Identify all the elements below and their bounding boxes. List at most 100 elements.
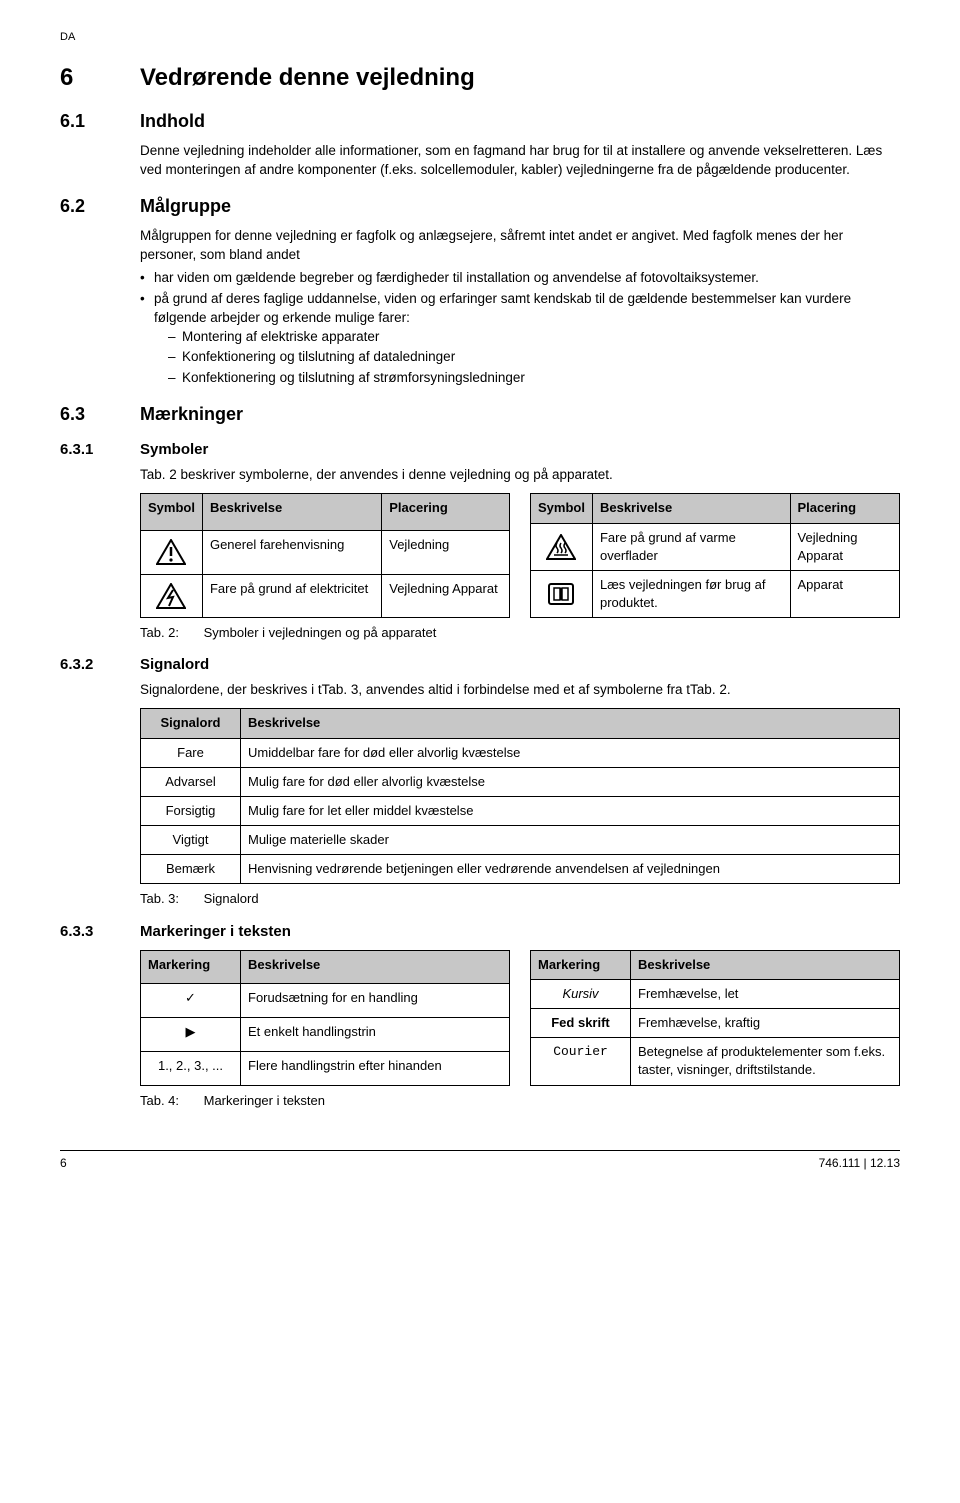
caption-label: Tab. 2:	[140, 624, 200, 642]
table-cell: 1., 2., 3., ...	[141, 1051, 241, 1085]
table-cell: Umiddelbar fare for død eller alvorlig k…	[241, 738, 900, 767]
list-item-text: på grund af deres faglige uddannelse, vi…	[154, 291, 851, 325]
paragraph: Denne vejledning indeholder alle informa…	[140, 142, 900, 180]
language-label: DA	[60, 30, 900, 45]
section-61-body: Denne vejledning indeholder alle informa…	[140, 142, 900, 180]
table-cell: Vejledning Apparat	[790, 523, 899, 570]
table-cell: Apparat	[790, 570, 899, 617]
table-cell: Mulig fare for død eller alvorlig kvæste…	[241, 767, 900, 796]
heading-633-text: Markeringer i teksten	[140, 921, 291, 942]
th-symbol: Symbol	[531, 494, 593, 523]
table-caption: Tab. 4: Markeringer i teksten	[140, 1092, 900, 1110]
read-manual-icon	[531, 570, 593, 617]
table-cell: Fare	[141, 738, 241, 767]
warning-triangle-icon	[141, 530, 203, 574]
table-cell: Vigtigt	[141, 826, 241, 855]
markering-table-right: Markering Beskrivelse KursivFremhævelse,…	[530, 950, 900, 1086]
bullet-list: har viden om gældende begreber og færdig…	[140, 269, 900, 388]
table-cell: Henvisning vedrørende betjeningen eller …	[241, 855, 900, 884]
heading-1-text: Vedrørende denne vejledning	[140, 61, 475, 95]
table-cell: Mulig fare for let eller middel kvæstels…	[241, 796, 900, 825]
table-cell: Et enkelt handlingstrin	[241, 1018, 510, 1052]
table-cell: ▶	[141, 1018, 241, 1052]
th-desc: Beskrivelse	[202, 494, 381, 530]
paragraph: Tab. 2 beskriver symbolerne, der anvende…	[140, 466, 900, 485]
heading-61-text: Indhold	[140, 109, 205, 134]
table-cell: Courier	[531, 1038, 631, 1085]
signalord-table: Signalord Beskrivelse FareUmiddelbar far…	[140, 708, 900, 884]
heading-633-number: 6.3.3	[60, 921, 140, 942]
table-cell: Kursiv	[531, 979, 631, 1008]
table-cell: Fare på grund af elektricitet	[202, 574, 381, 618]
th-place: Placering	[790, 494, 899, 523]
th-desc: Beskrivelse	[631, 950, 900, 979]
table-cell: Forsigtig	[141, 796, 241, 825]
heading-1-number: 6	[60, 61, 140, 95]
section-62-body: Målgruppen for denne vejledning er fagfo…	[140, 227, 900, 388]
heading-62: 6.2 Målgruppe	[60, 194, 900, 219]
th-place: Placering	[382, 494, 510, 530]
list-item: Konfektionering og tilslutning af strømf…	[168, 369, 900, 388]
heading-632-number: 6.3.2	[60, 654, 140, 675]
table-cell: Fremhævelse, kraftig	[631, 1009, 900, 1038]
markering-table-left: Markering Beskrivelse ✓Forudsætning for …	[140, 950, 510, 1086]
th-desc: Beskrivelse	[241, 709, 900, 738]
table-cell: Forudsætning for en handling	[241, 984, 510, 1018]
table-cell: Betegnelse af produktelementer som f.eks…	[631, 1038, 900, 1085]
table-cell: Vejledning	[382, 530, 510, 574]
table-cell: Vejledning Apparat	[382, 574, 510, 618]
list-item: har viden om gældende begreber og færdig…	[140, 269, 900, 288]
th-symbol: Symbol	[141, 494, 203, 530]
symbol-table-right: Symbol Beskrivelse Placering Fare på gru…	[530, 493, 900, 618]
heading-62-number: 6.2	[60, 194, 140, 219]
caption-text: Markeringer i teksten	[204, 1093, 325, 1108]
th-desc: Beskrivelse	[241, 950, 510, 984]
heading-62-text: Målgruppe	[140, 194, 231, 219]
th-markering: Markering	[141, 950, 241, 984]
heading-1: 6 Vedrørende denne vejledning	[60, 61, 900, 95]
table-caption: Tab. 3: Signalord	[140, 890, 900, 908]
doc-reference: 746.111 | 12.13	[819, 1155, 900, 1172]
table-cell: Fed skrift	[531, 1009, 631, 1038]
th-markering: Markering	[531, 950, 631, 979]
heading-631: 6.3.1 Symboler	[60, 439, 900, 460]
heading-61-number: 6.1	[60, 109, 140, 134]
heading-63: 6.3 Mærkninger	[60, 402, 900, 427]
th-desc: Beskrivelse	[592, 494, 790, 523]
symbol-table-left: Symbol Beskrivelse Placering Generel far…	[140, 493, 510, 618]
electric-hazard-icon	[141, 574, 203, 618]
hot-surface-icon	[531, 523, 593, 570]
table-caption: Tab. 2: Symboler i vejledningen og på ap…	[140, 624, 900, 642]
heading-632: 6.3.2 Signalord	[60, 654, 900, 675]
table-cell: Læs vejledningen før brug af produktet.	[592, 570, 790, 617]
paragraph: Signalordene, der beskrives i tTab. 3, a…	[140, 681, 900, 700]
th-signalord: Signalord	[141, 709, 241, 738]
list-item: Konfektionering og tilslutning af datale…	[168, 348, 900, 367]
list-item: på grund af deres faglige uddannelse, vi…	[140, 290, 900, 388]
table-cell: Generel farehenvisning	[202, 530, 381, 574]
heading-631-text: Symboler	[140, 439, 208, 460]
table-cell: Flere handlingstrin efter hinanden	[241, 1051, 510, 1085]
page-number: 6	[60, 1155, 67, 1172]
section-633-body: Markering Beskrivelse ✓Forudsætning for …	[140, 950, 900, 1110]
page-footer: 6 746.111 | 12.13	[60, 1150, 900, 1172]
table-cell: Fremhævelse, let	[631, 979, 900, 1008]
table-cell: Mulige materielle skader	[241, 826, 900, 855]
heading-631-number: 6.3.1	[60, 439, 140, 460]
paragraph: Målgruppen for denne vejledning er fagfo…	[140, 227, 900, 265]
section-631-body: Tab. 2 beskriver symbolerne, der anvende…	[140, 466, 900, 642]
caption-label: Tab. 3:	[140, 890, 200, 908]
heading-61: 6.1 Indhold	[60, 109, 900, 134]
table-cell: ✓	[141, 984, 241, 1018]
heading-63-text: Mærkninger	[140, 402, 243, 427]
caption-text: Signalord	[204, 891, 259, 906]
section-632-body: Signalordene, der beskrives i tTab. 3, a…	[140, 681, 900, 908]
symbol-tables: Symbol Beskrivelse Placering Generel far…	[140, 493, 900, 618]
caption-label: Tab. 4:	[140, 1092, 200, 1110]
table-cell: Fare på grund af varme overflader	[592, 523, 790, 570]
table-cell: Advarsel	[141, 767, 241, 796]
heading-632-text: Signalord	[140, 654, 209, 675]
list-item: Montering af elektriske apparater	[168, 328, 900, 347]
dash-list: Montering af elektriske apparater Konfek…	[154, 328, 900, 389]
heading-63-number: 6.3	[60, 402, 140, 427]
